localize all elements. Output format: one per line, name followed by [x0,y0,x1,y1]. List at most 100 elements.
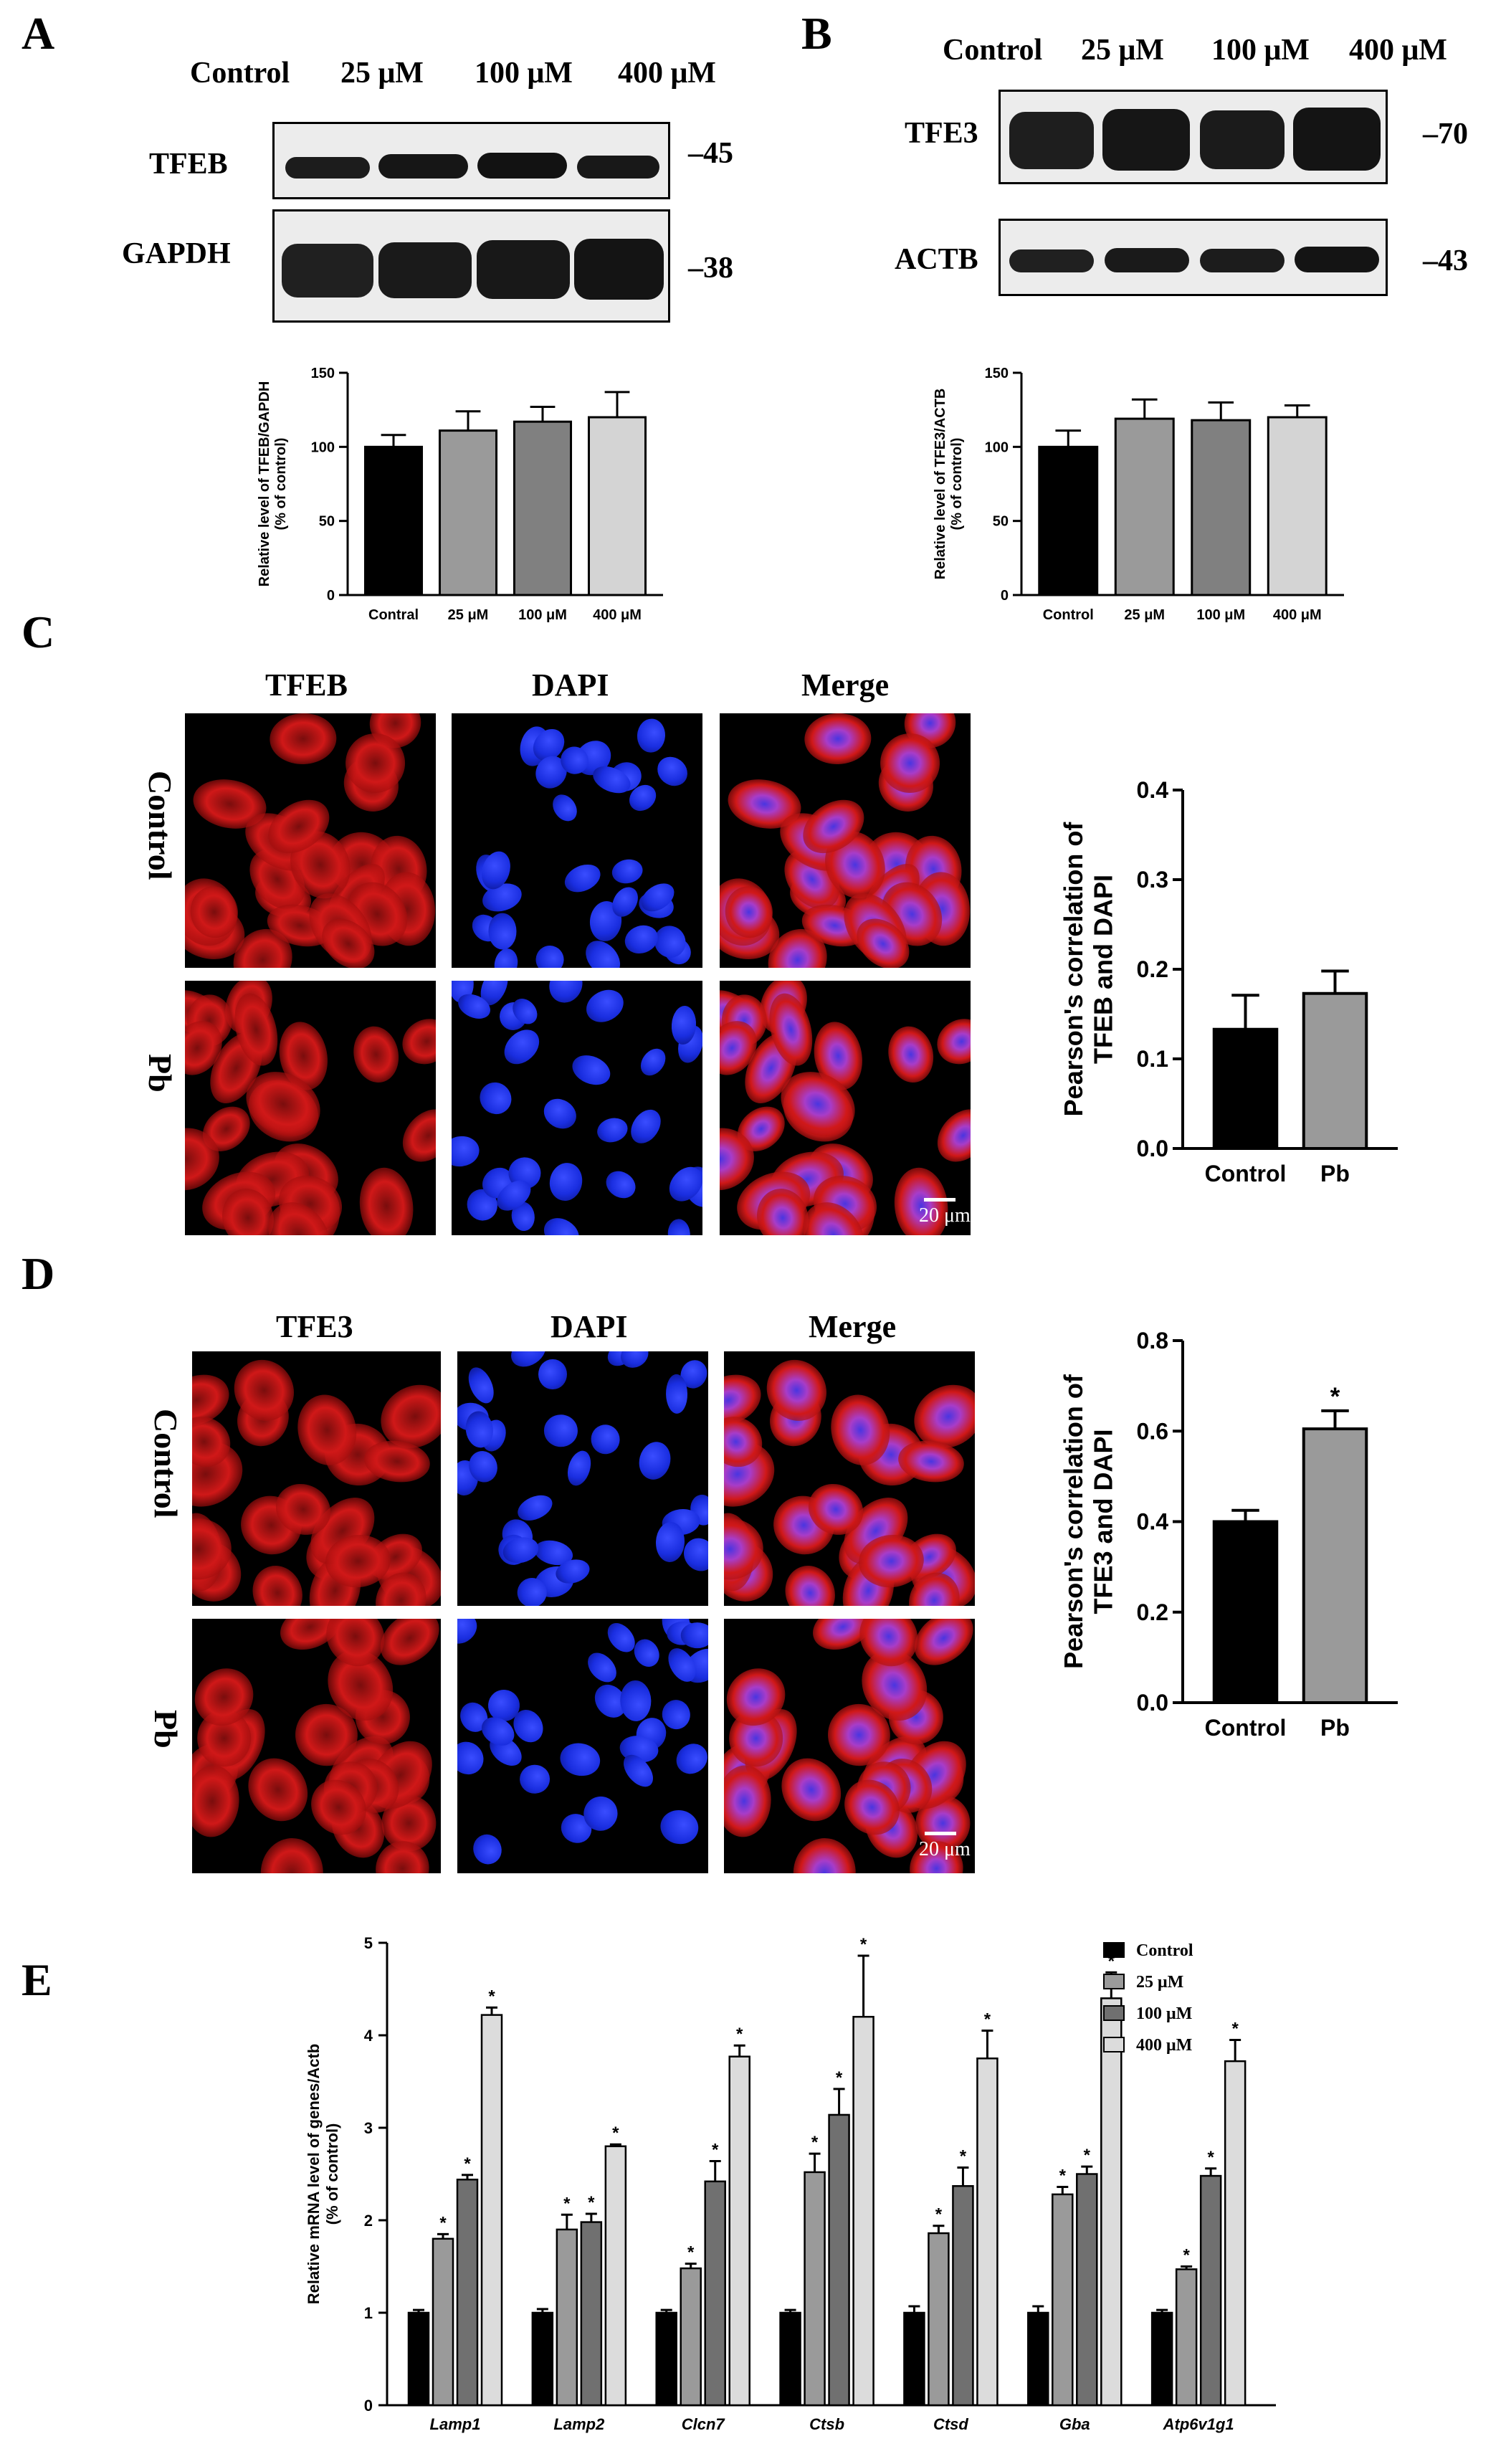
x-tick-label-gba: Gba [1059,2415,1090,2433]
blot-marker-45: –45 [688,137,733,170]
significance-mark: * [811,2133,819,2152]
nucleus [651,750,693,792]
nucleus [665,1374,688,1414]
significance-mark: * [1207,2148,1214,2167]
y-tick-label: 0 [1001,588,1009,604]
bar-25-m [1114,417,1175,596]
y-axis-label: Relative mRNA level of genes/Actb(% of c… [305,2044,341,2305]
bar-gba-3 [1100,1997,1123,2407]
bar-ctsd-3 [976,2058,999,2407]
bar-ctsd-1 [928,2232,950,2407]
y-tick-label: 0.2 [1137,956,1168,982]
row-label-pb-d: Pb [148,1710,184,1749]
significance-mark: * [1231,2019,1239,2038]
column-label-tfe3: TFE3 [276,1309,353,1344]
y-tick-label: 0.4 [1137,777,1169,803]
column-label-merge-d: Merge [809,1309,897,1344]
significance-mark: * [1330,1383,1340,1411]
blot-gapdh [272,209,670,323]
nucleus [634,1437,675,1483]
nucleus [473,1075,518,1121]
micrograph-d-tfe3-control [192,1351,441,1606]
nucleus [538,1093,582,1134]
y-tick-label: 4 [364,2027,373,2045]
lane-label-400-b: 400 μM [1349,34,1447,67]
nucleus [619,1679,652,1722]
micrograph-c-merge-pb: 20 μm [720,981,971,1235]
bar-lamp1-2 [456,2178,479,2407]
bar-atp6v1g1-2 [1199,2174,1222,2407]
y-axis-label: Pearson's correlation ofTFEB and DAPI [1059,822,1117,1117]
micrograph-c-tfeb-pb [185,981,436,1235]
chart-e: 0 1 2 3 4 5 Relative mRNA level of genes/Actb(… [305,1934,1276,2433]
column-label-tfeb: TFEB [265,667,348,703]
nucleus [557,1739,604,1779]
cell [269,713,338,766]
x-tick-label: Control [1043,607,1094,623]
nucleus [487,913,518,951]
lane-label-400: 400 μM [618,57,716,90]
y-tick-label: 0 [364,2397,373,2415]
significance-mark: * [488,1987,495,2006]
cell [392,1098,436,1172]
significance-mark: * [612,2123,619,2143]
lane-label-control-b: Control [943,34,1043,67]
panel-letter-d: D [22,1248,55,1299]
bar-clcn7-0 [655,2311,677,2407]
blot-label-tfeb: TFEB [149,148,228,181]
y-axis-label: Relative level of TFEB/GAPDH(% of contro… [257,381,289,587]
column-label-dapi-d: DAPI [551,1309,628,1344]
cell [259,1837,325,1873]
bar-lamp1-0 [407,2311,430,2407]
cell [244,1558,310,1606]
scale-label-c: 20 μm [919,1204,971,1227]
x-tick-label: 25 μM [448,607,489,623]
significance-mark: * [1108,1951,1115,1971]
chart-c: 0.0 0.1 0.2 0.3 0.4 Pearson's correlation ofT… [1059,777,1398,1186]
bar-atp6v1g1-0 [1150,2311,1173,2407]
cell [394,1010,436,1073]
nucleus [609,856,645,886]
significance-mark: * [960,2146,967,2166]
nucleus [667,1217,692,1235]
y-tick-label: 100 [311,439,335,455]
nucleus [543,981,588,1008]
significance-mark: * [1059,2166,1067,2186]
panel-letter-c: C [22,607,55,657]
significance-mark: * [439,2213,447,2232]
bar-clcn7-2 [704,2180,726,2407]
row-label-control-c: Control [142,771,178,880]
x-tick-label-atp6v1g1: Atp6v1g1 [1163,2415,1234,2433]
blot-label-tfe3: TFE3 [905,117,978,150]
cell [927,1098,971,1172]
micrograph-c-tfeb-control [185,713,436,968]
lane-label-25: 25 μM [340,57,424,90]
row-label-pb-c: Pb [142,1054,178,1093]
nucleus [581,1647,622,1688]
micrograph-d-merge-pb: 20 μm [724,1619,975,1873]
nucleus [601,1166,641,1204]
x-tick-label-clcn7: Clcn7 [682,2415,726,2433]
y-tick-label: 50 [319,514,335,530]
scale-label-d: 20 μm [919,1838,971,1860]
bar-gba-2 [1076,2173,1098,2407]
bar-lamp2-2 [580,2221,603,2407]
nucleus [635,1043,671,1080]
legend-label: Control [1136,1941,1193,1960]
row-label-control-d: Control [148,1409,184,1518]
legend-label: 25 μM [1136,1973,1183,1992]
bar-pb [1302,1427,1368,1704]
lane-label-25-b: 25 μM [1081,34,1164,67]
y-tick-label: 0.0 [1137,1690,1168,1716]
nucleus [637,718,667,754]
scale-bar-c [924,1198,955,1202]
x-tick-label: Pb [1320,1161,1350,1186]
scale-bar-d [925,1832,956,1835]
nucleus [457,1619,483,1650]
significance-mark: * [935,2205,943,2225]
y-tick-label: 0.8 [1137,1328,1168,1354]
nucleus [560,859,605,898]
significance-mark: * [687,2243,695,2263]
nucleus [538,1359,567,1390]
cell [777,1558,843,1606]
